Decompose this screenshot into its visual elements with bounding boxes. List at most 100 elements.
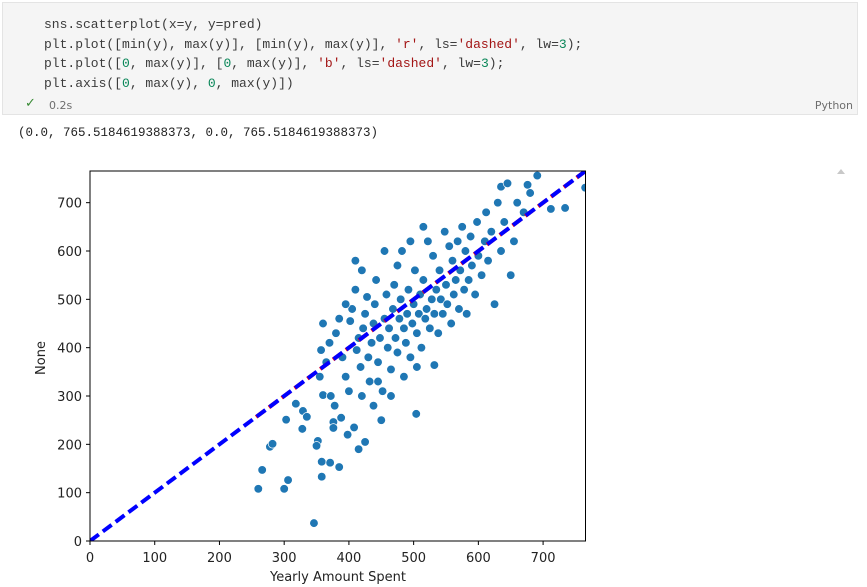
scatter-point bbox=[302, 412, 312, 422]
scatter-point bbox=[457, 222, 467, 232]
x-tick-label: 600 bbox=[466, 551, 491, 566]
scatter-point bbox=[546, 204, 556, 214]
scatter-point bbox=[436, 294, 446, 304]
code-token: 0 bbox=[122, 75, 130, 91]
scatter-point bbox=[341, 299, 351, 309]
language[interactable]: Python bbox=[814, 99, 853, 112]
scatter-point bbox=[324, 338, 335, 348]
duration: 0.2s bbox=[49, 99, 73, 112]
line bbox=[90, 171, 586, 541]
scatter-point bbox=[364, 376, 375, 387]
scatter-point bbox=[446, 318, 456, 329]
scatter-point bbox=[357, 265, 367, 275]
scatter-point bbox=[414, 309, 424, 319]
scatter-point bbox=[405, 236, 416, 246]
y-tick-label: 300 bbox=[57, 390, 82, 405]
scatter-point bbox=[344, 386, 354, 396]
scatter-point bbox=[401, 338, 411, 348]
scatter-point bbox=[350, 285, 361, 295]
scatter-point bbox=[496, 246, 506, 256]
scroll-indicator bbox=[837, 169, 845, 174]
scatter-point bbox=[384, 323, 394, 333]
y-tick-label: 0 bbox=[74, 535, 82, 550]
scatter-point bbox=[440, 227, 450, 237]
scatter-point bbox=[342, 430, 353, 440]
y-tick-label: 700 bbox=[57, 197, 82, 212]
code-editor[interactable]: sns.scatterplot(x=y, y=pred) plt.plot([mi… bbox=[44, 15, 582, 93]
scatter-point bbox=[397, 246, 407, 256]
x-axis-label: Yearly Amount Spent bbox=[269, 570, 406, 585]
code-token: , ls= bbox=[418, 36, 458, 52]
code-line: plt.axis([0, max(y), 0, max(y)]) bbox=[44, 74, 582, 94]
scatter-point bbox=[449, 289, 459, 300]
scatter-point bbox=[388, 304, 398, 314]
scatter-point bbox=[460, 246, 471, 256]
code-token: , max(y)], [ bbox=[129, 56, 224, 71]
scatter-point bbox=[352, 345, 362, 355]
scatter-point bbox=[360, 309, 370, 319]
scatter-point bbox=[399, 372, 409, 382]
scatter-point bbox=[336, 413, 346, 423]
scatter-point bbox=[360, 437, 370, 447]
scatter-point bbox=[317, 457, 327, 467]
scatter-point bbox=[462, 309, 472, 319]
code-token: , lw= bbox=[441, 56, 481, 71]
y-axis-label: None bbox=[34, 341, 49, 375]
y-tick-label: 400 bbox=[57, 342, 82, 357]
scatter-point bbox=[267, 439, 278, 449]
x-tick-label: 500 bbox=[401, 551, 426, 566]
code-line: sns.scatterplot(x=y, y=pred) bbox=[44, 15, 582, 35]
code-token: , max(y)], bbox=[231, 56, 318, 71]
code-cell[interactable]: sns.scatterplot(x=y, y=pred) plt.plot([mi… bbox=[2, 2, 858, 115]
plot-frame bbox=[89, 170, 586, 542]
y-tick-label: 200 bbox=[57, 438, 82, 453]
scatter-point bbox=[353, 444, 364, 454]
scatter-point bbox=[438, 309, 448, 319]
scatter-point bbox=[405, 352, 416, 362]
code-line: plt.plot([min(y), max(y)], [min(y), max(… bbox=[44, 35, 582, 55]
code-token: 'r' bbox=[395, 36, 419, 52]
scatter-point bbox=[476, 270, 487, 280]
scatter-point bbox=[467, 260, 477, 271]
scatter-point bbox=[386, 364, 396, 375]
scatter-point bbox=[427, 294, 437, 304]
scatter-point bbox=[349, 422, 359, 433]
scatter-point bbox=[493, 198, 503, 208]
code-token: 0 bbox=[122, 56, 130, 71]
scatter-point bbox=[368, 401, 379, 411]
scatter-point bbox=[403, 285, 414, 295]
x-tick-label: 100 bbox=[142, 551, 167, 566]
scatter-point bbox=[392, 347, 403, 358]
x-tick-label: 700 bbox=[531, 551, 556, 566]
scatter-point bbox=[357, 391, 367, 401]
scatter-point bbox=[347, 304, 357, 314]
scatter-point bbox=[390, 333, 401, 343]
scatter-point bbox=[355, 362, 366, 372]
scatter-point bbox=[481, 207, 491, 217]
scatter-point bbox=[358, 323, 368, 333]
y-tick-label: 600 bbox=[57, 245, 82, 260]
code-token: ); bbox=[566, 36, 583, 52]
scatter-point bbox=[433, 328, 443, 338]
code-line: plt.plot([0, max(y)], [0, max(y)], 'b', … bbox=[44, 54, 582, 74]
scatter-point bbox=[257, 465, 267, 475]
status-icon: ✓ bbox=[25, 96, 36, 111]
code-token: 0 bbox=[207, 75, 216, 91]
scatter-point bbox=[472, 217, 482, 227]
scatter-point bbox=[362, 292, 372, 302]
scatter-point bbox=[376, 415, 386, 425]
scatter-point bbox=[371, 275, 381, 285]
scatter-point bbox=[334, 462, 344, 472]
scatter-point bbox=[283, 475, 293, 485]
scatter-point bbox=[392, 260, 403, 271]
scatter-point bbox=[420, 314, 430, 324]
code-token: 3 bbox=[480, 56, 489, 71]
scatter-point bbox=[464, 275, 474, 285]
scatter-point bbox=[297, 424, 307, 434]
scatter-point bbox=[509, 236, 519, 246]
scatter-point bbox=[381, 289, 392, 300]
code-token: , lw= bbox=[519, 36, 559, 52]
scatter-point bbox=[386, 391, 396, 401]
scatter-point bbox=[502, 178, 513, 188]
